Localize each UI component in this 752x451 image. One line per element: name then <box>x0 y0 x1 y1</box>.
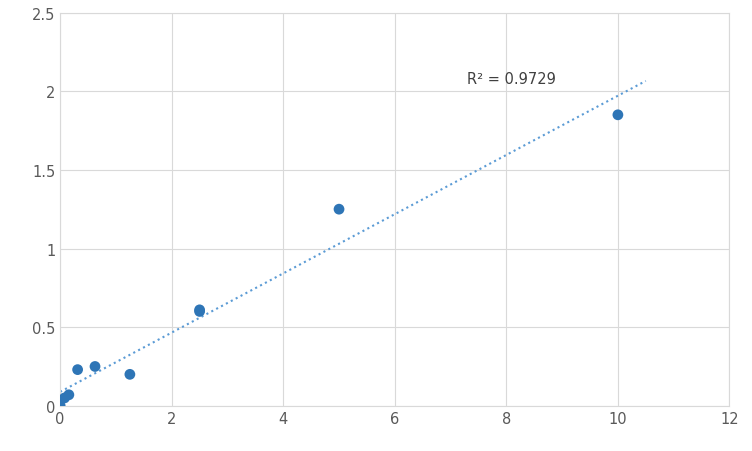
Text: R² = 0.9729: R² = 0.9729 <box>467 72 556 87</box>
Point <box>193 307 205 314</box>
Point <box>612 112 624 119</box>
Point <box>59 395 71 402</box>
Point <box>333 206 345 213</box>
Point <box>54 402 66 410</box>
Point <box>193 308 205 315</box>
Point <box>124 371 136 378</box>
Point <box>63 391 75 399</box>
Point <box>71 366 83 373</box>
Point <box>89 363 101 370</box>
